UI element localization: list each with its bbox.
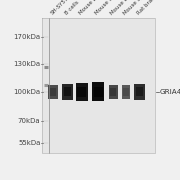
Bar	[42, 18, 155, 153]
Text: B cells: B cells	[64, 0, 80, 16]
Text: Mouse liver: Mouse liver	[94, 0, 120, 16]
Bar	[94, 87, 103, 97]
Text: 100kDa: 100kDa	[13, 89, 40, 95]
Bar	[123, 88, 129, 96]
Bar	[62, 84, 73, 100]
Bar	[92, 82, 104, 101]
Bar	[0, 18, 42, 153]
Text: Mouse kidney: Mouse kidney	[110, 0, 140, 16]
Bar	[110, 88, 116, 96]
Text: SH-SY5Y: SH-SY5Y	[50, 0, 69, 16]
Bar	[76, 83, 88, 101]
Text: 55kDa: 55kDa	[18, 140, 40, 146]
Bar	[48, 85, 58, 99]
Text: 170kDa: 170kDa	[13, 34, 40, 40]
Bar	[109, 85, 118, 99]
Bar	[64, 87, 71, 96]
Text: Mouse spinal cord: Mouse spinal cord	[122, 0, 161, 16]
Bar	[134, 84, 145, 100]
Text: 70kDa: 70kDa	[18, 118, 40, 124]
Bar	[136, 87, 143, 96]
Bar	[122, 85, 130, 99]
Text: GRIA4: GRIA4	[160, 89, 180, 95]
Text: Rat brain: Rat brain	[136, 0, 157, 16]
Bar	[50, 88, 56, 96]
Text: Mouse brain: Mouse brain	[78, 0, 106, 16]
Text: 130kDa: 130kDa	[13, 61, 40, 67]
Bar	[77, 87, 86, 97]
